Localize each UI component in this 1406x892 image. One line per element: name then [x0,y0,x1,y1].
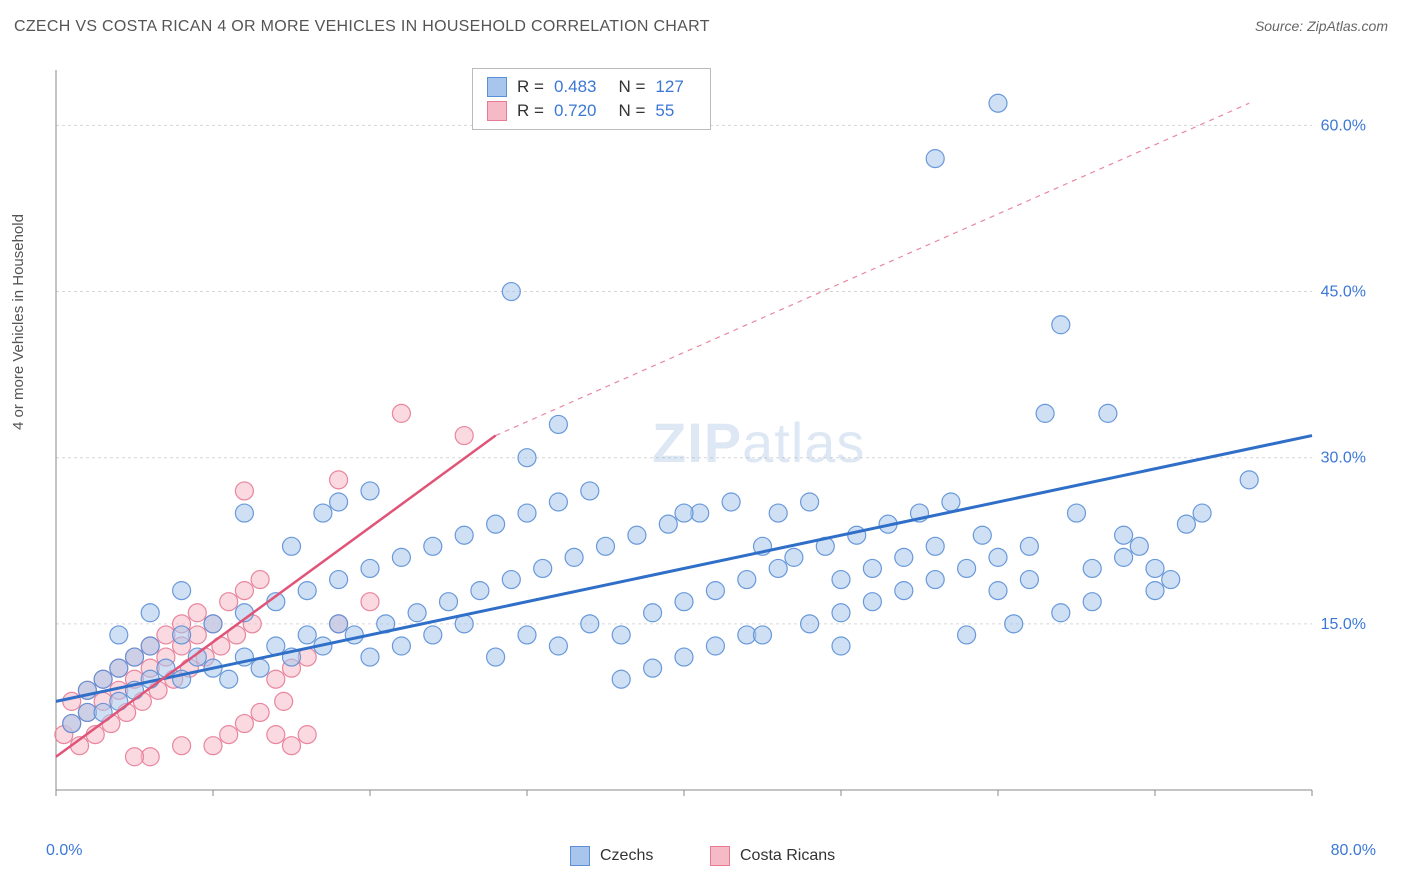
svg-text:30.0%: 30.0% [1321,450,1366,467]
svg-text:15.0%: 15.0% [1321,616,1366,633]
legend-swatch-costaricans [487,101,507,121]
legend-row-costaricans: R = 0.720 N = 55 [487,99,696,123]
x-tick-right: 80.0% [1331,842,1376,860]
source-attribution: Source: ZipAtlas.com [1255,18,1388,34]
chart-title: CZECH VS COSTA RICAN 4 OR MORE VEHICLES … [14,18,710,36]
legend-swatch-icon [710,846,730,866]
series-legend-costaricans: Costa Ricans [710,846,835,866]
correlation-legend: R = 0.483 N = 127 R = 0.720 N = 55 [472,68,711,130]
legend-swatch-czechs [487,77,507,97]
legend-label: Costa Ricans [740,847,835,865]
y-axis-label: 4 or more Vehicles in Household [10,214,27,430]
svg-text:45.0%: 45.0% [1321,284,1366,301]
plot-svg: 15.0% 30.0% 45.0% 60.0% [52,60,1372,820]
series-legend-czechs: Czechs [570,846,653,866]
scatter-plot: 15.0%30.0%45.0%60.0% ZIPatlas R = 0.483 … [52,60,1372,820]
legend-swatch-icon [570,846,590,866]
svg-text:60.0%: 60.0% [1321,117,1366,134]
legend-label: Czechs [600,847,653,865]
x-tick-left: 0.0% [46,842,82,860]
legend-row-czechs: R = 0.483 N = 127 [487,75,696,99]
